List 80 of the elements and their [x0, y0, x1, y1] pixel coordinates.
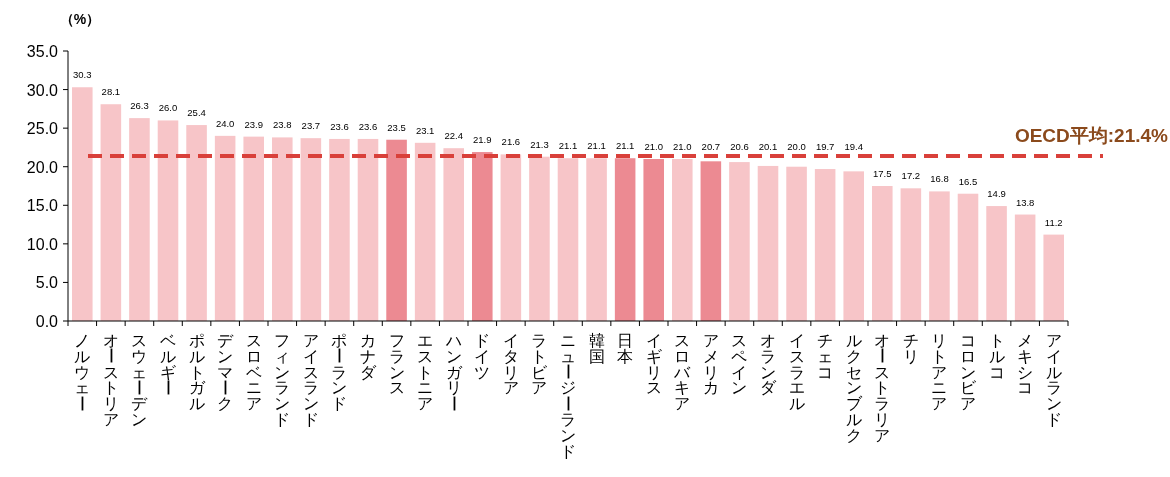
data-label: 17.2	[901, 170, 921, 182]
data-label: 26.0	[158, 102, 178, 114]
data-label: 21.1	[587, 140, 606, 152]
data-label: 14.9	[987, 188, 1006, 200]
data-label: 21.1	[615, 140, 635, 152]
x-tick-label: イスラエル	[788, 332, 805, 413]
x-tick-label: スペイン	[731, 332, 748, 397]
data-label: 21.0	[644, 141, 663, 152]
x-tick-label: ベルギー	[158, 332, 177, 396]
data-label: 20.0	[787, 140, 806, 152]
y-tick-label: 35.0	[26, 43, 59, 60]
data-label: 21.9	[473, 134, 492, 146]
data-label: 23.6	[358, 120, 378, 132]
y-tick-label: 20.0	[26, 158, 59, 176]
x-tick-label: アイスランド	[302, 332, 319, 428]
x-tick-label: デンマーク	[215, 332, 235, 413]
x-tick-label: 韓国	[588, 332, 605, 365]
x-tick-label: メキシコ	[1017, 332, 1034, 397]
y-tick-label: 30.0	[26, 81, 59, 99]
x-tick-label: トルコ	[988, 332, 1005, 381]
x-tick-label: 日本	[617, 332, 634, 365]
data-label: 26.3	[130, 100, 149, 112]
x-tick-label: スウェーデン	[129, 332, 149, 428]
data-label: 13.8	[1015, 196, 1035, 208]
data-label: 25.4	[187, 107, 206, 119]
data-label: 11.2	[1044, 216, 1063, 228]
data-label: 30.3	[73, 69, 92, 81]
data-label: 23.6	[330, 120, 349, 132]
x-tick-label: コロンビア	[960, 332, 976, 413]
data-label: 24.0	[215, 117, 235, 129]
data-label: 19.7	[815, 140, 835, 152]
y-axis-title: （%）	[59, 11, 101, 27]
x-tick-label: アメリカ	[702, 332, 719, 397]
x-tick-label: チェコ	[817, 332, 834, 381]
data-label: 23.5	[387, 121, 406, 133]
x-tick-label: フランス	[388, 332, 405, 397]
x-tick-label: スロバキア	[674, 332, 691, 413]
x-tick-label: ラトビア	[531, 332, 548, 397]
x-tick-label: アイルランド	[1045, 332, 1062, 428]
x-tick-label: ドイツ	[474, 332, 491, 381]
y-tick-label: 15.0	[26, 197, 59, 215]
x-tick-label: フィンランド	[274, 332, 291, 428]
data-label: 21.6	[501, 136, 521, 148]
x-tick-label: ルクセンブルク	[845, 332, 862, 444]
y-tick-label: 5.0	[35, 274, 59, 292]
data-label: 22.4	[444, 130, 463, 142]
x-tick-label: イギリス	[645, 332, 662, 397]
x-tick-label: オランダ	[760, 332, 776, 397]
data-label: 23.8	[273, 119, 292, 131]
y-tick-label: 25.0	[26, 120, 59, 138]
x-tick-label: リトアニア	[931, 332, 948, 413]
y-tick-label: 0.0	[35, 313, 59, 330]
x-tick-label: イタリア	[502, 332, 519, 397]
data-label: 21.3	[530, 138, 549, 150]
data-label: 20.1	[758, 140, 778, 152]
data-label: 16.8	[930, 173, 949, 185]
data-label: 20.6	[730, 140, 749, 152]
x-tick-label: オーストリア	[100, 332, 120, 428]
data-label: 20.7	[701, 140, 721, 152]
data-label: 23.7	[301, 120, 321, 132]
x-tick-label: ニュージーランド	[558, 332, 577, 460]
x-tick-label: オーストラリア	[872, 332, 892, 444]
x-tick-label: カナダ	[360, 332, 376, 381]
data-label: 21.0	[673, 141, 692, 152]
data-label: 21.1	[558, 140, 578, 152]
x-tick-label: ポルトガル	[188, 332, 205, 413]
data-label: 19.4	[844, 140, 863, 152]
x-tick-label: スロベニア	[245, 332, 262, 413]
data-label: 16.5	[958, 175, 978, 187]
x-tick-label: エストニア	[417, 332, 434, 413]
ref-line-label: OECD平均:21.4%	[1014, 124, 1169, 146]
x-tick-label: ポーランド	[329, 332, 349, 413]
data-label: 23.9	[244, 118, 263, 130]
data-label: 28.1	[101, 86, 121, 98]
x-tick-label: チリ	[902, 332, 919, 365]
data-label: 23.1	[415, 124, 435, 136]
data-label: 17.5	[873, 168, 892, 179]
x-tick-label: ノルウェー	[72, 332, 92, 412]
x-tick-label: ハンガリー	[443, 332, 463, 412]
y-tick-label: 10.0	[26, 235, 59, 253]
